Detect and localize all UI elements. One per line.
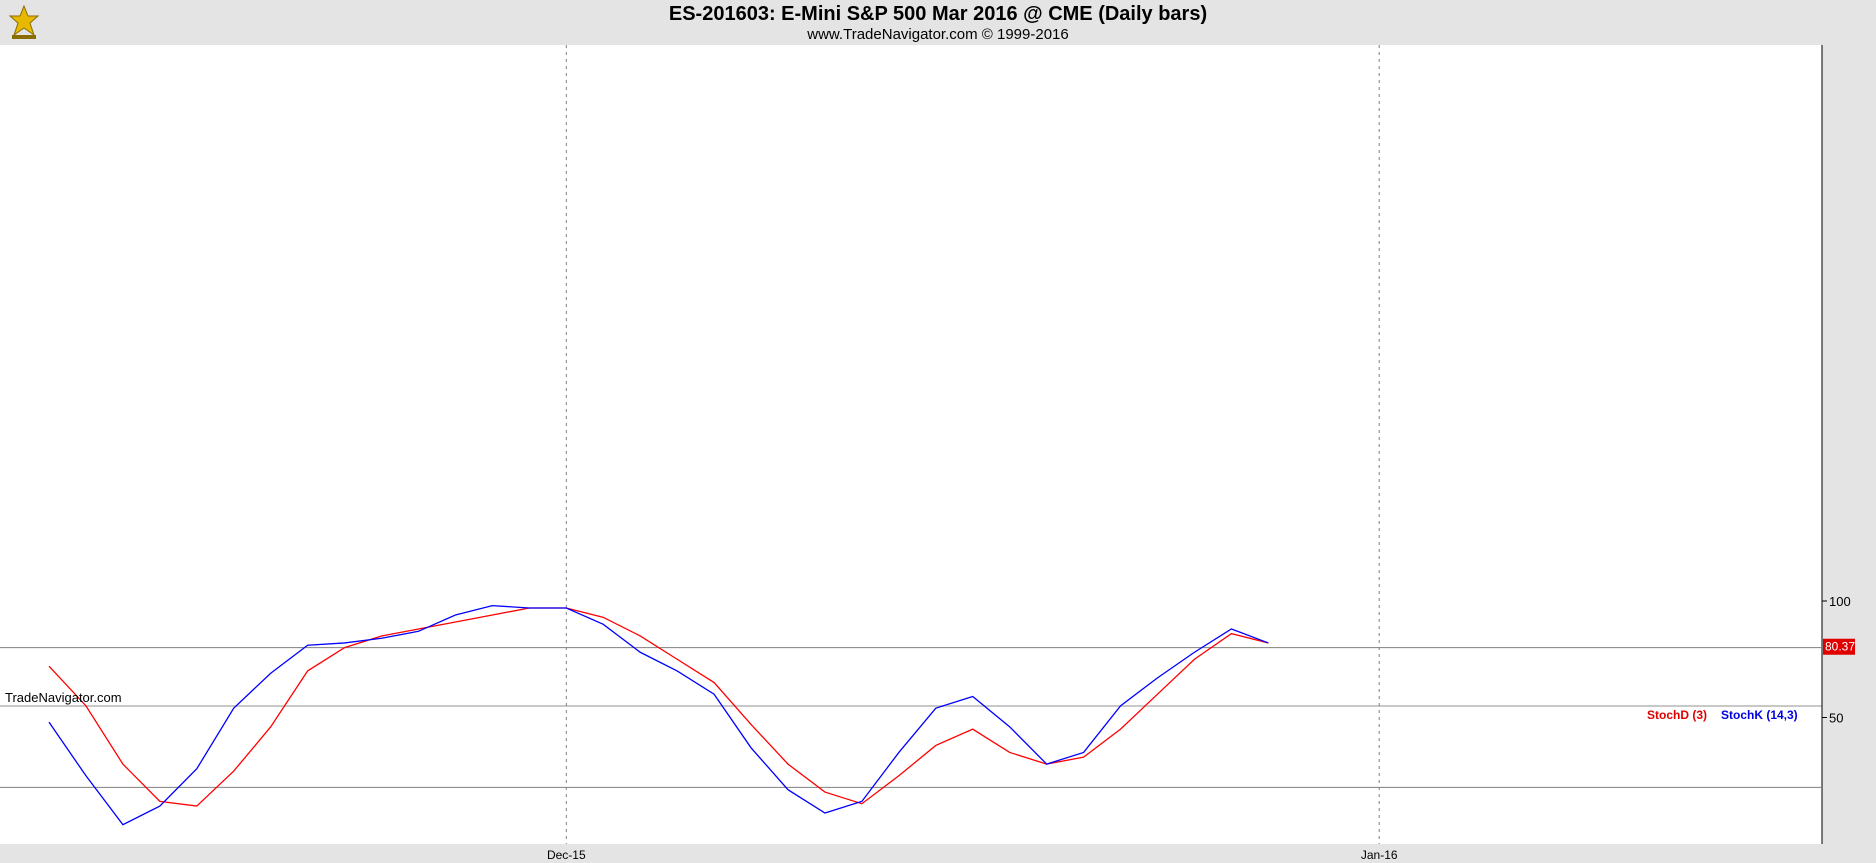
x-tick-label: Dec-15 <box>547 848 586 862</box>
chart-title: ES-201603: E-Mini S&P 500 Mar 2016 @ CME… <box>668 3 1208 25</box>
chart-area: 2130.002120.002110.002100.002090.002080.… <box>0 45 1876 863</box>
watermark: TradeNavigator.com <box>5 690 122 705</box>
trade-navigator-logo-icon <box>8 4 40 39</box>
stoch-line <box>48 607 1269 807</box>
stoch-line <box>48 605 1269 826</box>
legend-stochd: StochD (3) <box>1647 708 1707 722</box>
stoch-tick-label: 50 <box>1829 711 1843 726</box>
stoch-tick-label: 100 <box>1829 594 1851 609</box>
plot-background <box>0 45 1822 863</box>
y-axis-background <box>1822 45 1876 863</box>
stoch-last-box <box>1823 638 1855 655</box>
legend-stochk: StochK (14,3) <box>1721 708 1798 722</box>
chart-header: ES-201603: E-Mini S&P 500 Mar 2016 @ CME… <box>0 0 1876 45</box>
x-tick-label: Jan-16 <box>1361 848 1398 862</box>
stoch-last-label: 80.37 <box>1825 640 1855 654</box>
x-axis-background <box>0 844 1876 863</box>
chart-subtitle: www.TradeNavigator.com © 1999-2016 <box>807 26 1069 43</box>
